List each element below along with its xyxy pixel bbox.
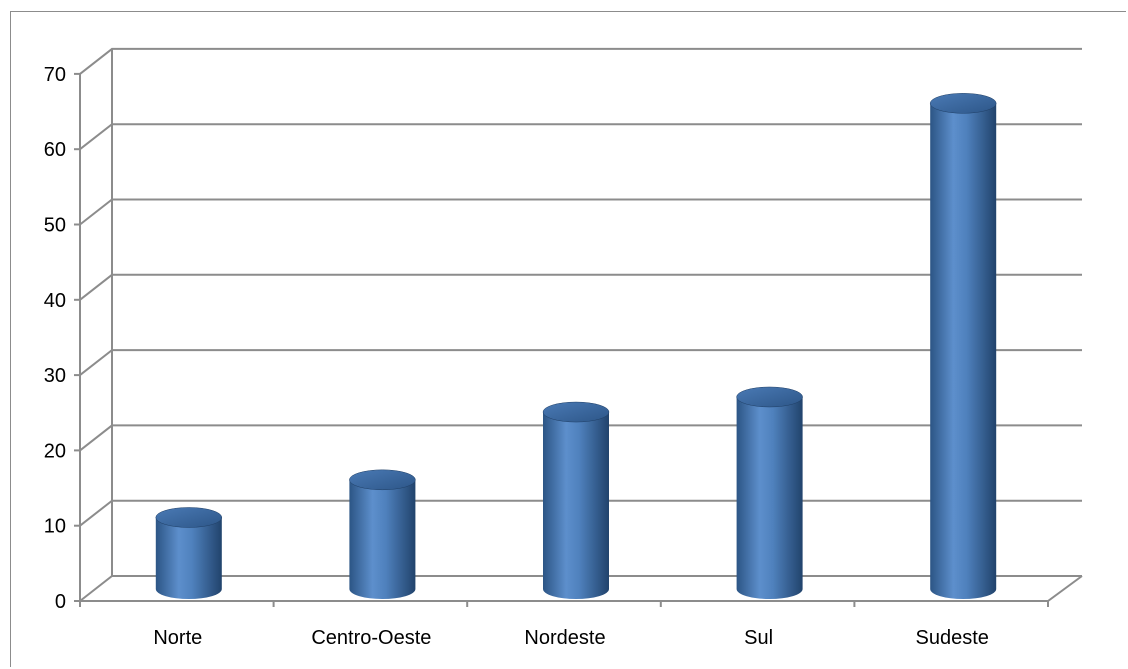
bar xyxy=(542,401,610,599)
bar xyxy=(155,507,223,599)
y-tick-label: 10 xyxy=(44,516,66,538)
x-tick-label: Norte xyxy=(153,627,202,649)
bar-cap xyxy=(929,93,997,114)
bar xyxy=(349,469,416,599)
bar-cap xyxy=(542,401,610,423)
bar xyxy=(736,386,803,599)
bar-body xyxy=(736,396,803,599)
x-tick-label: Sul xyxy=(744,627,773,649)
bar-cap xyxy=(349,469,416,491)
bar-body xyxy=(930,103,997,599)
y-tick-label: 30 xyxy=(44,365,66,387)
y-axis-ticks: 0 10 20 30 40 50 60 70 xyxy=(44,64,80,613)
y-tick-label: 60 xyxy=(44,139,66,161)
x-tick-label: Sudeste xyxy=(916,627,989,649)
x-tick-label: Centro-Oeste xyxy=(311,627,431,649)
bar-body xyxy=(155,517,222,599)
y-tick-label: 0 xyxy=(55,591,66,613)
bar xyxy=(929,93,997,599)
bar-body xyxy=(543,412,609,599)
y-tick-label: 40 xyxy=(44,290,66,312)
x-axis-ticks: Norte Centro-Oeste Nordeste Sul Sudeste xyxy=(79,601,1049,649)
bars xyxy=(155,93,997,599)
bar-cap xyxy=(155,507,223,528)
y-tick-label: 70 xyxy=(44,64,66,86)
bar-cap xyxy=(736,386,803,408)
y-tick-label: 20 xyxy=(44,440,66,462)
x-tick-label: Nordeste xyxy=(524,627,605,649)
gridline xyxy=(79,47,1082,75)
y-tick-label: 50 xyxy=(44,215,66,237)
bar-body xyxy=(349,479,416,599)
